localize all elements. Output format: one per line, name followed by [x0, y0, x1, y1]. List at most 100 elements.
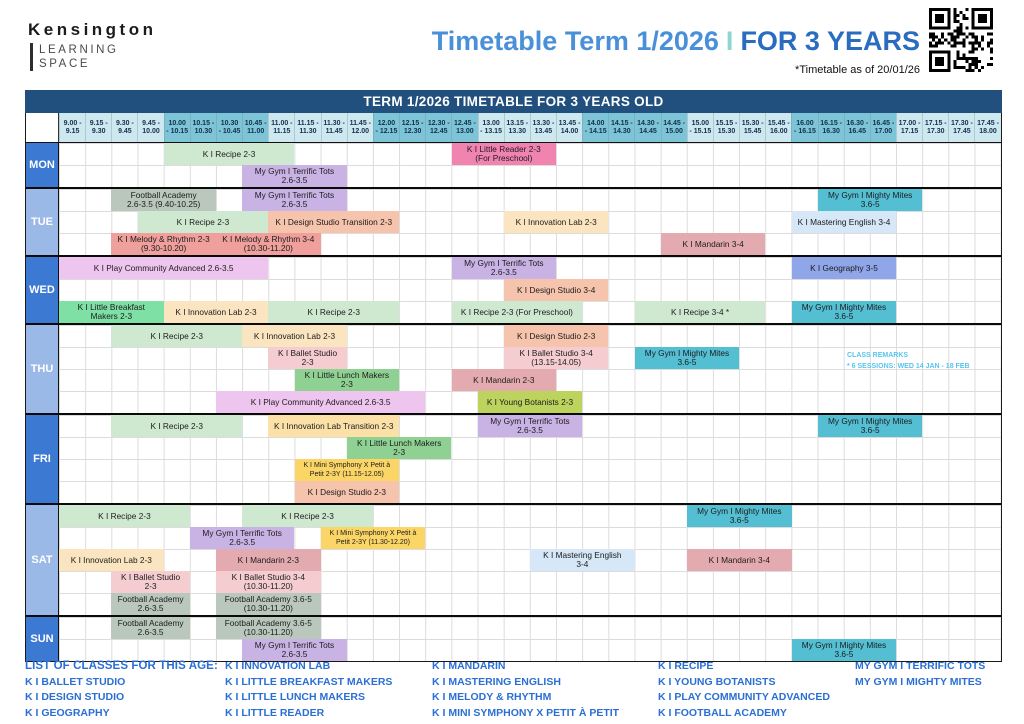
- time-cell: 12.15 -12.30: [399, 113, 426, 142]
- day-row-sun: SUN Football Academy 2.6-3.5 Football Acade…: [26, 617, 1001, 661]
- class-remarks: CLASS REMARKS * 6 SESSIONS: WED 14 JAN - …: [847, 352, 970, 370]
- footer-column: K I MANDARIN K I MASTERING ENGLISH K I MEL…: [432, 659, 658, 721]
- logo-line-space: SPACE: [39, 58, 91, 70]
- time-cell: 14.00- 14.15: [582, 113, 609, 142]
- footer-item: K I GEOGRAPHY: [25, 706, 110, 719]
- class-block: K I Recipe 2-3: [59, 505, 190, 527]
- class-block: K I Innovation Lab Transition 2-3: [268, 415, 400, 437]
- class-block: K I Ballet Studio 2-3: [111, 571, 190, 593]
- time-cell: 9.15 -9.30: [85, 113, 112, 142]
- page-title: Timetable Term 1/2026 I FOR 3 YEARS: [432, 26, 920, 57]
- day-label: TUE: [26, 189, 59, 255]
- day-row-fri: FRI K I Recipe 2-3 K I Innovation Lab Tran…: [26, 415, 1001, 505]
- day-cells: K I Recipe 2-3 K I Innovation Lab 2-3 K I …: [59, 325, 1001, 413]
- logo-line-learning: LEARNING: [39, 44, 119, 56]
- class-block: K I Ballet Studio 3-4 (10.30-11.20): [216, 571, 321, 593]
- footer-column: LIST OF CLASSES FOR THIS AGE: K I BALLET …: [25, 659, 225, 721]
- footer-item: K I MINI SYMPHONY X PETIT À PETIT: [432, 706, 620, 719]
- day-cells: K I Recipe 2-3 K I Innovation Lab Transit…: [59, 415, 1001, 503]
- footer-item: K I LITTLE READER: [225, 706, 325, 719]
- title-separator: I: [725, 26, 734, 56]
- table-banner: TERM 1/2026 TIMETABLE FOR 3 YEARS OLD: [25, 90, 1002, 113]
- day-cells: Football Academy 2.6-3.5 Football Academy …: [59, 617, 1001, 661]
- time-cell: 14.15 -14.30: [608, 113, 635, 142]
- class-block: Football Academy 3.6-5 (10.30-11.20): [216, 617, 321, 639]
- time-cell: 17.15 -17.30: [922, 113, 949, 142]
- class-block: K I Recipe 2-3: [242, 505, 373, 527]
- time-cell: 17.30 -17.45: [948, 113, 975, 142]
- day-label: SUN: [26, 617, 59, 661]
- class-block: My Gym I Mighty Mites 3.6-5: [634, 347, 740, 369]
- footer-item: K I MASTERING ENGLISH: [432, 675, 561, 688]
- timetable: 9.00 -9.15 9.15 -9.30 9.30 -9.45 9.45 -10.0…: [25, 113, 1002, 662]
- time-cell: 11.45 -12.00: [346, 113, 373, 142]
- time-cell: 15.45 -16.00: [765, 113, 792, 142]
- time-cell: 13.15 -13.30: [503, 113, 530, 142]
- day-label: WED: [26, 257, 59, 323]
- class-block: K I Little Lunch Makers 2-3: [294, 369, 400, 391]
- footer-item: MY GYM I MIGHTY MITES: [855, 675, 982, 688]
- class-block: My Gym I Terrific Tots 2.6-3.5: [451, 257, 557, 279]
- footer-item: K I MELODY & RHYTHM: [432, 691, 552, 703]
- class-block: K I Mandarin 3-4: [687, 549, 792, 571]
- day-row-sat: SAT K I Recipe 2-3 K I Recipe 2-3 My Gym I …: [26, 505, 1001, 617]
- class-block: K I Design Studio 2-3: [294, 481, 400, 503]
- time-cell: 16.00- 16.15: [791, 113, 818, 142]
- class-block: My Gym I Mighty Mites 3.6-5: [817, 415, 923, 437]
- class-block: K I Recipe 2-3: [111, 415, 243, 437]
- time-cell: 15.15 -15.30: [712, 113, 740, 142]
- class-block: K I Recipe 2-3: [137, 211, 269, 233]
- day-row-tue: TUE Football Academy 2.6-3.5 (9.40-10.25) M…: [26, 189, 1001, 257]
- time-cell: 15.00- 15.15: [686, 113, 713, 142]
- footer-column: K I RECIPE K I YOUNG BOTANISTS K I PLAY CO…: [658, 659, 855, 721]
- class-block: My Gym I Terrific Tots 2.6-3.5: [242, 165, 347, 187]
- time-cell: 12.00- 12.15: [372, 113, 400, 142]
- time-cell: 12.45 -13.00: [451, 113, 478, 142]
- class-block: Football Academy 2.6-3.5: [111, 617, 190, 639]
- day-row-mon: MON K I Recipe 2-3 K I Little Reader 2-3 (F…: [26, 143, 1001, 189]
- footer-column: K I INNOVATION LAB K I LITTLE BREAKFAST M…: [225, 659, 432, 721]
- class-block: K I Little Lunch Makers 2-3: [346, 437, 452, 459]
- time-cell: 16.15 -16.30: [817, 113, 844, 142]
- class-block: K I Little Reader 2-3 (For Preschool): [451, 143, 557, 165]
- class-block: K I Geography 3-5: [791, 257, 897, 279]
- footer-item: K I MANDARIN: [432, 660, 506, 672]
- class-block: My Gym I Mighty Mites 3.6-5: [817, 189, 923, 211]
- title-age-group: FOR 3 YEARS: [740, 26, 920, 56]
- class-block: K I Recipe 2-3: [163, 143, 295, 165]
- class-block: K I Ballet Studio 3-4 (13.15-14.05): [503, 347, 609, 369]
- class-block: My Gym I Mighty Mites 3.6-5: [791, 639, 897, 661]
- footer-item: K I RECIPE: [658, 660, 714, 672]
- footer-item: K I FOOTBALL ACADEMY: [658, 706, 787, 719]
- class-block: K I Design Studio Transition 2-3: [268, 211, 400, 233]
- time-cell: 10.45 -11.00: [242, 113, 269, 142]
- class-block: K I Recipe 2-3 (For Preschool): [451, 301, 583, 323]
- class-block: Football Academy 3.6-5 (10.30-11.20): [216, 593, 321, 615]
- class-block: K I Play Community Advanced 2.6-3.5: [216, 391, 426, 413]
- footer-item: K I BALLET STUDIO: [25, 675, 126, 688]
- class-block: K I Mastering English 3-4: [530, 549, 635, 571]
- day-label: SAT: [26, 505, 59, 615]
- footer-item: MY GYM I TERRIFIC TOTS: [855, 660, 986, 672]
- footer-column: MY GYM I TERRIFIC TOTS MY GYM I MIGHTY MI…: [855, 659, 1015, 721]
- footer-item: K I YOUNG BOTANISTS: [658, 675, 776, 688]
- time-cell: 11.30 -11.45: [320, 113, 347, 142]
- footer-item: K I LITTLE BREAKFAST MAKERS: [225, 675, 393, 688]
- class-block: K I Innovation Lab 2-3: [163, 301, 269, 323]
- day-cells: K I Recipe 2-3 K I Recipe 2-3 My Gym I Mig…: [59, 505, 1001, 615]
- footer-item: K I INNOVATION LAB: [225, 660, 331, 672]
- qr-code-svg: [929, 8, 993, 72]
- day-row-thu: THU K I Recipe 2-3 K I Innovation Lab 2-3 K…: [26, 325, 1001, 415]
- time-cell: 17.45 -18.00: [974, 113, 1001, 142]
- class-block: K I Recipe 3-4 *: [634, 301, 766, 323]
- time-cell: 17.00 -17.15: [896, 113, 923, 142]
- time-cell: 11.15 -11.30: [294, 113, 321, 142]
- time-cell: 13.30 -13.45: [529, 113, 556, 142]
- footer-item: K I LITTLE LUNCH MAKERS: [225, 691, 365, 703]
- class-block: K I Little Breakfast Makers 2-3: [59, 301, 164, 323]
- time-header-spacer: [26, 113, 59, 142]
- class-block: My Gym I Terrific Tots 2.6-3.5: [242, 639, 347, 661]
- time-cell: 11.00 -11.15: [268, 113, 295, 142]
- title-term: Timetable Term 1/2026: [431, 26, 719, 56]
- time-cell: 9.00 -9.15: [59, 113, 86, 142]
